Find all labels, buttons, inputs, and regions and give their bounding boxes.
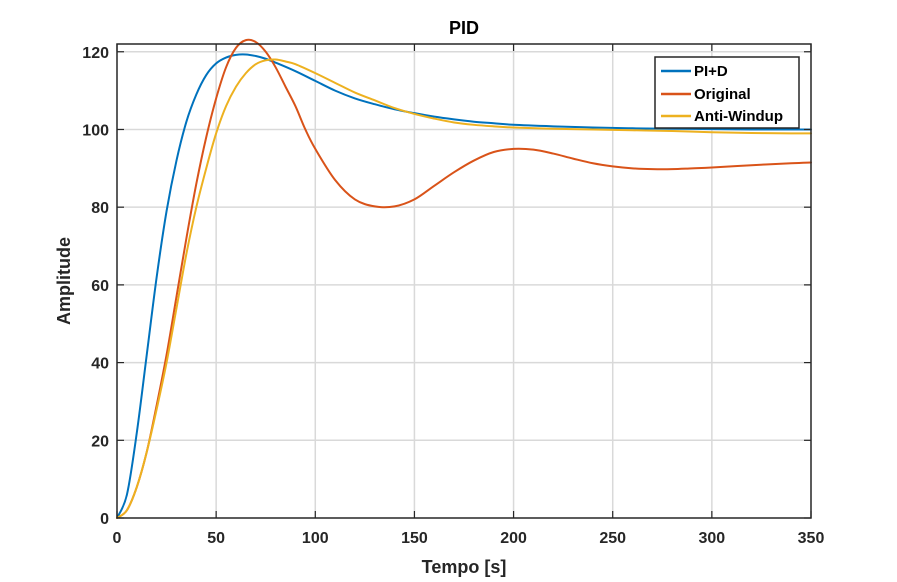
legend-label-anti-windup: Anti-Windup — [694, 108, 783, 125]
series-layer — [116, 38, 812, 519]
x-tick-label: 300 — [699, 530, 726, 547]
series-line-pi-d — [116, 53, 812, 519]
x-tick-label: 50 — [207, 530, 225, 547]
y-tick-label: 40 — [91, 356, 109, 373]
ticks — [116, 44, 812, 519]
x-tick-label: 100 — [302, 530, 329, 547]
x-tick-label: 200 — [500, 530, 527, 547]
y-tick-label: 20 — [91, 433, 109, 450]
legend-label-pi-d: PI+D — [694, 63, 728, 80]
chart-title: PID — [449, 18, 479, 38]
x-tick-label: 150 — [401, 530, 428, 547]
x-tick-label: 0 — [113, 530, 122, 547]
y-tick-label: 100 — [82, 122, 109, 139]
y-tick-label: 0 — [100, 511, 109, 528]
legend-label-original: Original — [694, 86, 751, 103]
y-tick-label: 120 — [82, 45, 109, 62]
y-tick-label: 80 — [91, 200, 109, 217]
series-line-anti-windup — [116, 58, 812, 519]
x-tick-label: 350 — [798, 530, 825, 547]
plot-frame — [116, 43, 812, 519]
x-axis-title: Tempo [s] — [422, 557, 507, 577]
tick-labels: 0 50 100 150 200 250 300 350 0 20 40 60 80 100 120 — [82, 45, 824, 547]
legend: PI+D Original Anti-Windup — [654, 56, 800, 129]
series-line-original — [116, 38, 812, 519]
y-axis-title: Amplitude — [54, 237, 74, 325]
y-tick-label: 60 — [91, 278, 109, 295]
x-tick-label: 250 — [599, 530, 626, 547]
